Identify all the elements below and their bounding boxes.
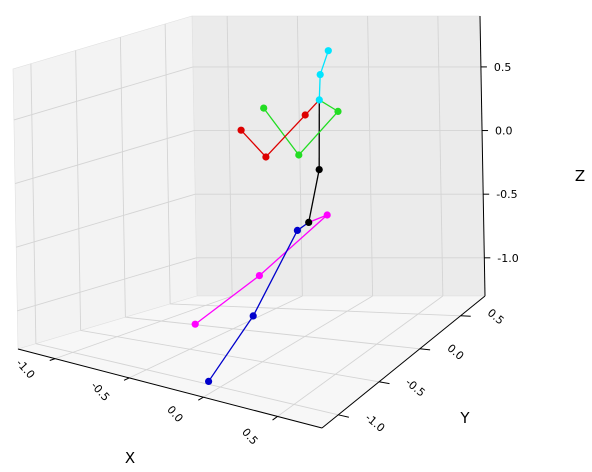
x-axis-line (17, 348, 323, 429)
x-tick-label: 0.5 (239, 426, 260, 448)
bone-r_knee-r_foot (208, 315, 254, 382)
y-tick (338, 414, 349, 418)
z-axis-line (479, 15, 486, 297)
tick-marks (49, 66, 491, 421)
side-pane (12, 15, 198, 350)
joint-spine (315, 166, 323, 174)
joint-l_foot (191, 320, 199, 328)
joint-r_knee (249, 312, 257, 320)
bone-r_elbow-r_wrist (240, 129, 267, 158)
grid-line (75, 50, 82, 331)
y-tick (378, 381, 390, 385)
y-axis-line (321, 295, 486, 429)
grid-line (54, 295, 233, 360)
x-tick-label: -0.5 (88, 379, 112, 404)
grid-line (129, 295, 303, 379)
x-tick (198, 396, 204, 401)
x-axis-label: X (125, 449, 135, 467)
y-tick-label: -1.0 (363, 411, 388, 435)
grid-line (277, 295, 444, 417)
joint-l_hip (323, 211, 331, 219)
grid-line (164, 23, 171, 304)
x-tick (123, 377, 130, 381)
joint-head (316, 71, 324, 79)
joint-l_wrist (260, 104, 268, 112)
z-tick-label: 0.5 (494, 61, 512, 74)
grid-line (367, 15, 374, 297)
z-tick-label: 0.0 (495, 125, 513, 138)
bone-r_hip-r_knee (252, 230, 298, 317)
axis-lines (17, 15, 486, 429)
y-tick-label: -0.5 (403, 376, 428, 400)
bone-l_hip-l_knee (258, 214, 328, 277)
grid-line (125, 316, 420, 350)
joint-pelvis (305, 218, 313, 226)
z-axis-label: Z (575, 167, 585, 185)
x-tick-label: -1.0 (13, 357, 37, 382)
grid-line (437, 15, 444, 297)
grid-line (30, 63, 37, 344)
bone-head_top-head (319, 50, 329, 75)
grid-line (226, 15, 233, 297)
bone-r_shoulder-r_elbow (265, 114, 306, 158)
grid-line (16, 193, 196, 248)
joint-r_shoulder (301, 111, 309, 119)
z-tick-label: -1.0 (497, 252, 518, 265)
grid-line (80, 330, 380, 383)
joint-head_top (324, 47, 332, 55)
grid-lines (13, 15, 485, 417)
grid-line (17, 257, 197, 312)
bone-spine-pelvis (308, 169, 320, 223)
joint-r_foot (205, 377, 213, 385)
joint-l_knee (255, 272, 263, 280)
bone-l_shoulder-l_elbow (298, 110, 339, 156)
x-tick-label: 0.0 (164, 403, 185, 425)
y-tick (419, 348, 431, 351)
bone-head-neck (318, 74, 321, 100)
joint-neck (315, 96, 323, 104)
back-pane (191, 15, 486, 297)
bone-neck-l_shoulder (318, 99, 339, 112)
joint-l_shoulder (334, 107, 342, 115)
z-tick-label: -0.5 (496, 188, 517, 201)
y-tick-label: 0.5 (485, 306, 507, 327)
bone-l_knee-l_foot (194, 275, 260, 325)
grid-line (14, 130, 195, 184)
grid-line (35, 343, 339, 416)
y-tick-label: 0.0 (445, 342, 467, 363)
grid-line (203, 295, 373, 398)
x-tick (49, 358, 56, 361)
skeleton-joints (191, 47, 342, 385)
axes-panes (12, 15, 486, 429)
joint-l_elbow (295, 151, 303, 159)
grid-line (119, 37, 126, 318)
x-tick (272, 416, 278, 421)
joint-r_wrist (237, 126, 245, 134)
grid-line (13, 66, 194, 121)
joint-r_hip (293, 226, 301, 234)
y-axis-label: Y (459, 409, 470, 427)
joint-r_elbow (262, 153, 270, 161)
bone-l_elbow-l_wrist (263, 107, 300, 156)
